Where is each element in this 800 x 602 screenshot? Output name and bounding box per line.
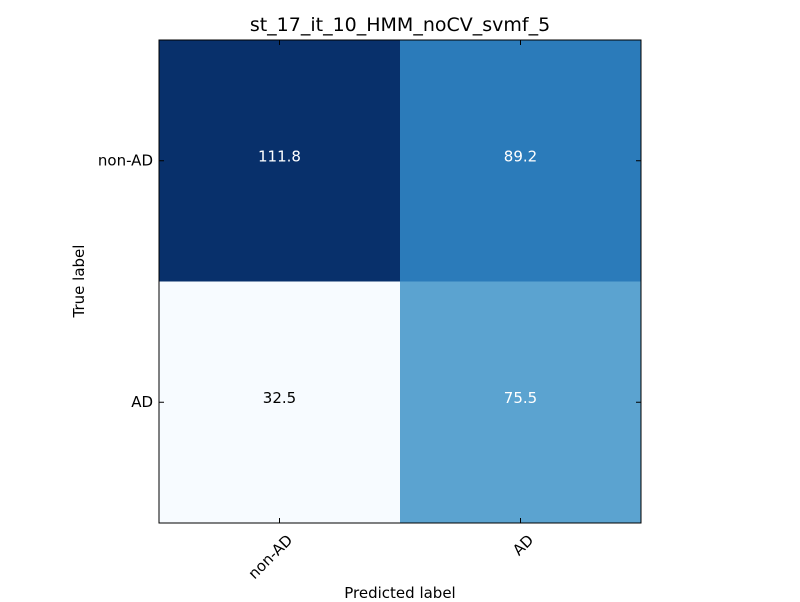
plot-frame <box>158 39 642 524</box>
y-tick-label: AD <box>131 393 153 411</box>
y-axis-label: True label <box>70 244 88 318</box>
cell-value-label: 89.2 <box>504 147 537 165</box>
y-tick-label: non-AD <box>98 151 153 169</box>
chart-title: st_17_it_10_HMM_noCV_svmf_5 <box>249 14 551 36</box>
heatmap-cell <box>400 281 642 524</box>
x-axis-label: Predicted label <box>344 584 456 602</box>
cell-value-label: 111.8 <box>258 147 301 165</box>
heatmap-cell <box>400 40 642 282</box>
x-tick-label: AD <box>509 531 537 559</box>
heatmap-cell <box>159 40 401 282</box>
cell-value-label: 32.5 <box>263 389 296 407</box>
heatmap-cell <box>159 281 401 524</box>
x-tick-label: non-AD <box>245 531 297 583</box>
cell-value-label: 75.5 <box>504 389 537 407</box>
